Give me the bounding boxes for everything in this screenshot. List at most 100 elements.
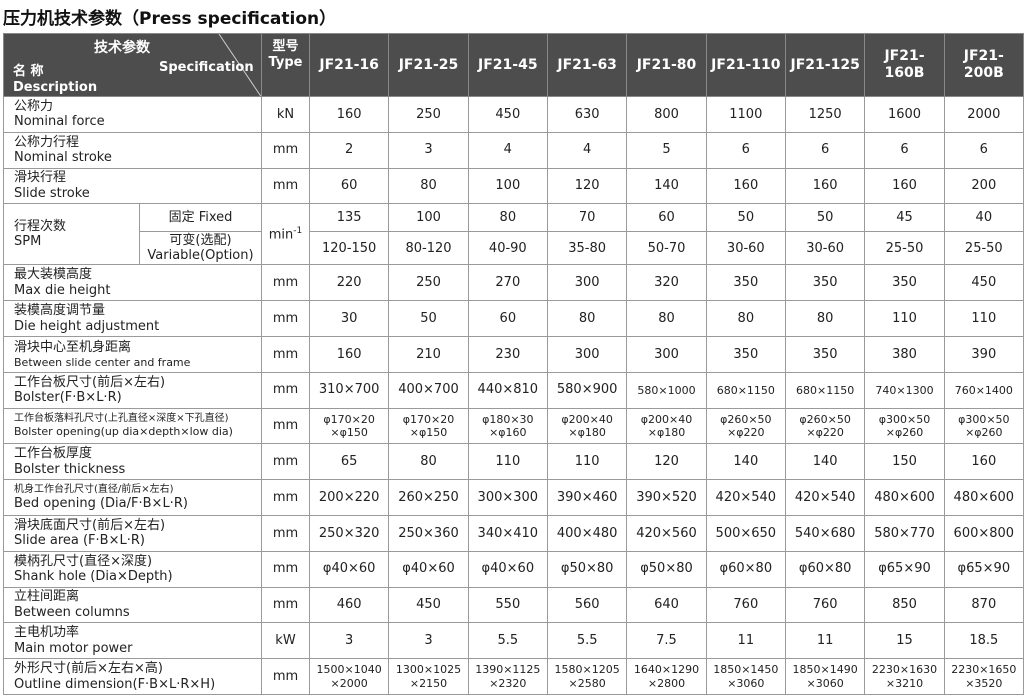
value-line: φ200×40	[640, 412, 693, 426]
value-cell: 80	[706, 301, 786, 337]
value-line: ×φ260	[965, 425, 1003, 439]
value: 15	[896, 632, 913, 648]
value-cell: 80	[548, 301, 628, 337]
unit-cell: kW	[262, 623, 310, 660]
sub-label-en: Variable(Option)	[147, 248, 254, 264]
sub-label-cn: 可变(选配)	[169, 232, 232, 248]
value: 600×800	[953, 525, 1015, 541]
value-cell: 25-50	[944, 232, 1024, 266]
model-name: JF21-125	[790, 56, 860, 73]
unit: mm	[272, 525, 299, 541]
value: 350	[812, 346, 838, 362]
unit-cell: mm	[262, 301, 310, 337]
value: 140	[812, 453, 838, 469]
unit: mm	[272, 418, 299, 434]
value-line: ×φ220	[727, 425, 765, 439]
value: φ60×80	[719, 561, 773, 577]
value: 100	[416, 210, 441, 226]
label-en: Between columns	[14, 604, 130, 620]
value: φ40×60	[481, 561, 535, 577]
value: 230	[495, 346, 521, 362]
model-header: JF21-110	[706, 33, 786, 97]
value-cell: 230	[468, 337, 548, 373]
unit-cell: mm	[262, 444, 310, 481]
value-cell: 420×540	[786, 480, 866, 516]
value-cell: 220	[310, 265, 390, 302]
value-cell: 1500×1040 ×2000	[310, 659, 390, 695]
value: 870	[971, 597, 997, 613]
value: 80	[816, 310, 834, 326]
value: 70	[578, 210, 596, 226]
value: 350	[733, 346, 759, 362]
unit: mm	[272, 489, 299, 505]
model-name: JF21-45	[478, 56, 538, 73]
value-cell: 1250	[786, 97, 866, 133]
value-cell: φ200×40 ×φ180	[627, 408, 707, 445]
value-cell: φ300×50 ×φ260	[944, 408, 1024, 445]
value: 65	[340, 453, 358, 469]
value: 680×1150	[716, 383, 775, 397]
value: 150	[892, 453, 917, 469]
value-cell: φ50×80	[548, 551, 628, 588]
row-label: 滑块行程 Slide stroke	[3, 168, 262, 205]
value: φ50×80	[640, 561, 693, 577]
value-cell: φ260×50 ×φ220	[786, 408, 866, 445]
value: 30	[340, 310, 358, 326]
value-cell: φ170×20 ×φ150	[389, 408, 469, 445]
value: 580×770	[874, 525, 935, 541]
value-cell: 35-80	[548, 232, 628, 266]
value-cell: 380	[865, 337, 945, 373]
value-cell: 390	[944, 337, 1024, 373]
row-label: 最大装模高度 Max die height	[3, 265, 262, 302]
label-en: Between slide center and frame	[14, 355, 191, 369]
value: 300×300	[477, 489, 539, 505]
value-cell: 1100	[706, 97, 786, 133]
value: 5.5	[497, 632, 519, 648]
value: 80	[658, 310, 675, 326]
value-cell: 5	[627, 132, 707, 169]
label-en: Nominal force	[14, 114, 105, 130]
value-cell: 15	[865, 623, 945, 660]
value-line: ×2580	[568, 676, 606, 690]
value-line: ×2320	[489, 676, 527, 690]
label-cn: 工作台板尺寸(前后×左右)	[14, 374, 166, 390]
value-cell: 300	[548, 337, 628, 373]
unit: mm	[272, 382, 299, 398]
value: 420×560	[636, 525, 697, 541]
row-label: 主电机功率 Main motor power	[3, 623, 262, 660]
unit-cell: mm	[262, 168, 310, 205]
value-cell: 850	[865, 587, 945, 624]
value-cell: 110	[548, 444, 628, 481]
value-cell: 420×560	[627, 516, 707, 552]
value-cell: 3	[389, 623, 469, 660]
value-cell: 480×600	[944, 480, 1024, 516]
unit: mm	[272, 346, 299, 362]
label-cn: 机身工作台孔尺寸(直径/前后×左右)	[14, 483, 174, 495]
value: 18.5	[969, 632, 999, 648]
value-cell: φ65×90	[944, 551, 1024, 588]
value: 350	[812, 274, 838, 290]
value: 560	[574, 597, 600, 613]
value-cell: 80	[389, 444, 469, 481]
value: 580×1000	[637, 383, 696, 397]
value: 400×480	[556, 525, 618, 541]
unit-cell: mm	[262, 480, 310, 516]
value-cell: 50	[389, 301, 469, 337]
label-cn: 滑块底面尺寸(前后×左右)	[14, 517, 166, 533]
value-cell: 350	[786, 337, 866, 373]
value: 6	[741, 142, 750, 158]
value: 450	[971, 274, 997, 290]
value: 3	[424, 142, 433, 158]
row-label: 行程次数 SPM	[3, 204, 140, 266]
value: 120	[654, 453, 679, 469]
value: 450	[416, 597, 441, 613]
value-cell: 300×300	[468, 480, 548, 516]
label-en: Outline dimension(F·B×L·R×H)	[14, 676, 216, 692]
value: 200×220	[318, 489, 380, 505]
value-cell: 30-60	[786, 232, 866, 266]
value-cell: 250×360	[389, 516, 469, 552]
value: 5	[662, 142, 671, 158]
value: 420×540	[715, 489, 777, 505]
value-line: 1580×1205	[554, 663, 620, 677]
sub-label: 可变(选配) Variable(Option)	[140, 232, 262, 266]
